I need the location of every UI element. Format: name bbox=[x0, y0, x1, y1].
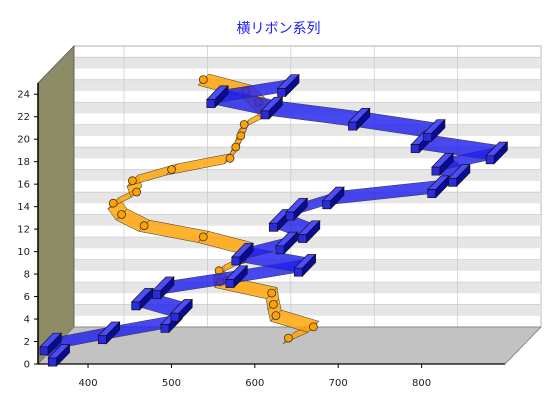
y-tick-label: 20 bbox=[17, 135, 30, 146]
series-1-point bbox=[431, 166, 441, 176]
x-tick-label: 800 bbox=[412, 378, 431, 389]
series-1-point bbox=[260, 110, 270, 120]
series-0-point bbox=[167, 165, 177, 174]
y-tick-label: 12 bbox=[17, 225, 30, 236]
series-0-point bbox=[239, 120, 249, 129]
series-1-point bbox=[298, 234, 307, 243]
series-1-point bbox=[206, 99, 216, 108]
series-1-point bbox=[322, 200, 332, 210]
series-1-point bbox=[39, 346, 49, 356]
y-tick-label: 10 bbox=[17, 247, 30, 258]
series-1-point bbox=[170, 312, 180, 322]
left-wall bbox=[37, 45, 75, 365]
series-1-point bbox=[448, 177, 457, 187]
series-1-point bbox=[285, 211, 295, 221]
series-0-point bbox=[108, 198, 118, 208]
x-tick-label: 400 bbox=[78, 378, 97, 389]
series-0-point bbox=[271, 311, 281, 321]
series-1-point bbox=[427, 189, 437, 198]
series-0-point bbox=[198, 75, 208, 84]
series-1-point bbox=[97, 335, 107, 345]
y-tick-label: 2 bbox=[24, 337, 30, 348]
back-wall-stripe bbox=[74, 214, 541, 226]
series-1-point bbox=[348, 121, 357, 131]
chart-title: 横リボン系列 bbox=[236, 21, 321, 37]
series-1-point bbox=[410, 144, 420, 153]
series-1-point bbox=[277, 88, 286, 97]
y-tick-label: 4 bbox=[24, 315, 30, 326]
series-1-point bbox=[423, 132, 432, 142]
series-1-point bbox=[225, 279, 235, 288]
series-1-point bbox=[160, 324, 170, 333]
y-tick-label: 24 bbox=[17, 90, 30, 101]
series-0-point bbox=[139, 221, 149, 231]
y-tick-label: 22 bbox=[17, 112, 30, 123]
series-0-point bbox=[132, 187, 142, 197]
y-tick-label: 18 bbox=[17, 157, 30, 168]
series-1-point bbox=[47, 357, 57, 367]
y-tick-label: 14 bbox=[17, 202, 30, 213]
back-wall-stripe bbox=[74, 169, 541, 181]
back-wall-stripe bbox=[74, 124, 541, 136]
series-0-point bbox=[308, 322, 318, 332]
series-0-point bbox=[267, 288, 277, 298]
series-1-point bbox=[293, 267, 303, 277]
y-tick-label: 8 bbox=[24, 270, 30, 281]
series-0-point bbox=[231, 142, 241, 152]
series-1-point bbox=[152, 290, 161, 300]
series-0-point bbox=[198, 232, 208, 242]
series-0-point bbox=[127, 176, 137, 186]
x-tick-label: 700 bbox=[329, 378, 348, 389]
y-tick-label: 6 bbox=[24, 292, 30, 303]
y-tick-label: 16 bbox=[17, 180, 30, 191]
y-tick-label: 0 bbox=[24, 360, 30, 371]
series-1-point bbox=[485, 155, 495, 165]
back-wall-stripe bbox=[74, 79, 541, 91]
series-1-point bbox=[268, 222, 278, 232]
series-1-point bbox=[131, 301, 141, 311]
series-0-point bbox=[236, 131, 246, 141]
series-0-point bbox=[225, 153, 235, 163]
series-0-point bbox=[117, 210, 126, 219]
series-0-point bbox=[268, 299, 278, 309]
back-wall-stripe bbox=[74, 57, 541, 69]
series-1-point bbox=[275, 245, 285, 255]
x-tick-label: 600 bbox=[245, 378, 264, 389]
series-1-point bbox=[231, 256, 241, 266]
x-tick-label: 500 bbox=[162, 378, 181, 389]
series-0-point bbox=[283, 333, 293, 343]
